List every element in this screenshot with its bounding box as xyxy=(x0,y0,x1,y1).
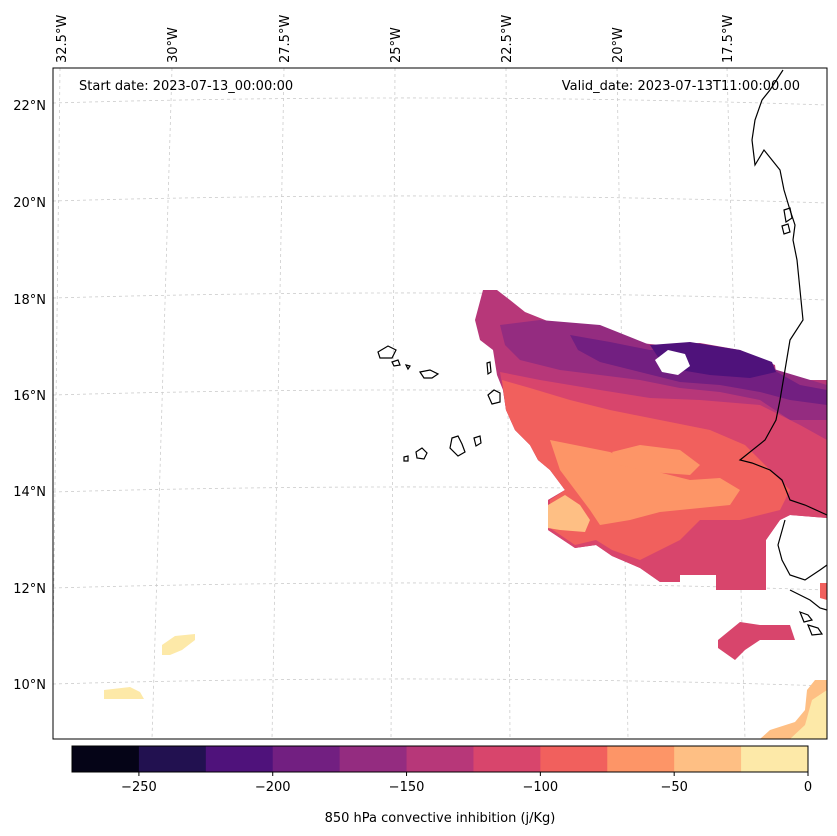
lon-label: 27.5°W xyxy=(278,15,293,63)
lon-label: 22.5°W xyxy=(500,15,515,63)
cin-region-pale xyxy=(548,495,590,532)
colorbar-label: 850 hPa convective inhibition (j/Kg) xyxy=(325,811,556,826)
lat-labels: 22°N 20°N 18°N 16°N 14°N 12°N 10°N xyxy=(13,99,46,693)
colorbar-tick-label: −250 xyxy=(121,780,157,795)
island-santiago xyxy=(449,435,466,457)
africa-coastline xyxy=(738,69,827,516)
cin-patch-west-1 xyxy=(162,634,195,655)
lat-label: 16°N xyxy=(13,389,46,404)
island-sao-vicente xyxy=(391,359,401,367)
lat-label: 22°N xyxy=(13,99,46,114)
cin-patch-edge xyxy=(820,583,827,600)
valid-date-label: Valid_date: 2023-07-13T11:00:00.00 xyxy=(562,79,800,94)
map-border xyxy=(52,67,828,740)
colorbar-tick-label: −50 xyxy=(660,780,687,795)
canary-east xyxy=(781,223,791,235)
map-content xyxy=(53,68,827,739)
island-maio xyxy=(473,435,482,447)
lat-label: 12°N xyxy=(13,582,46,597)
island-santo-antao xyxy=(377,345,397,359)
colorbar-tick-label: −100 xyxy=(523,780,559,795)
colorbar-segment xyxy=(72,746,140,772)
cin-region-light xyxy=(550,440,740,525)
canary-west xyxy=(783,207,793,224)
lat-label: 20°N xyxy=(13,196,46,211)
colorbar-segment xyxy=(473,746,541,772)
cin-field xyxy=(104,290,827,739)
start-date-label: Start date: 2023-07-13_00:00:00 xyxy=(79,79,293,94)
gambia-coast xyxy=(777,519,827,581)
colorbar-segment xyxy=(205,746,274,772)
colorbar-segment xyxy=(138,746,207,772)
lon-label: 20°W xyxy=(611,27,626,63)
colorbar-segment xyxy=(607,746,675,772)
lat-label: 14°N xyxy=(13,485,46,500)
cin-region-light-2 xyxy=(612,445,700,475)
cin-gap xyxy=(655,350,690,375)
lon-labels: 32.5°W 30°W 27.5°W 25°W 22.5°W 20°W 17.5… xyxy=(55,15,736,63)
cin-patch-south xyxy=(718,622,795,660)
island-fogo xyxy=(415,447,428,460)
island-santa-luzia xyxy=(404,364,411,371)
colorbar-segment xyxy=(540,746,608,772)
colorbar-border xyxy=(71,745,809,773)
colorbar-segment xyxy=(741,746,809,772)
lon-label: 32.5°W xyxy=(55,15,70,63)
colorbar-segment xyxy=(272,746,341,772)
colorbar-segment xyxy=(406,746,474,772)
island-boa-vista xyxy=(487,389,501,405)
colorbar: −250 −200 −150 −100 −50 0 xyxy=(71,745,812,795)
lon-label: 25°W xyxy=(389,27,404,63)
cin-patch-southeast-2 xyxy=(790,690,827,739)
lat-label: 18°N xyxy=(13,293,46,308)
colorbar-segment xyxy=(339,746,408,772)
island-sal xyxy=(486,361,492,376)
colorbar-tick-label: −150 xyxy=(389,780,425,795)
lat-label: 10°N xyxy=(13,678,46,693)
islands-bijagos xyxy=(798,610,824,636)
lon-label: 17.5°W xyxy=(721,15,736,63)
guinea-bissau-coast xyxy=(789,589,827,611)
colorbar-tick-label: −200 xyxy=(255,780,291,795)
island-sao-nicolau xyxy=(419,369,440,379)
colorbar-segment xyxy=(674,746,742,772)
coastlines xyxy=(377,69,827,636)
lon-label: 30°W xyxy=(166,27,181,63)
colorbar-tick-label: 0 xyxy=(804,780,812,795)
cin-patch-west-2 xyxy=(104,687,144,699)
island-brava xyxy=(403,455,409,462)
